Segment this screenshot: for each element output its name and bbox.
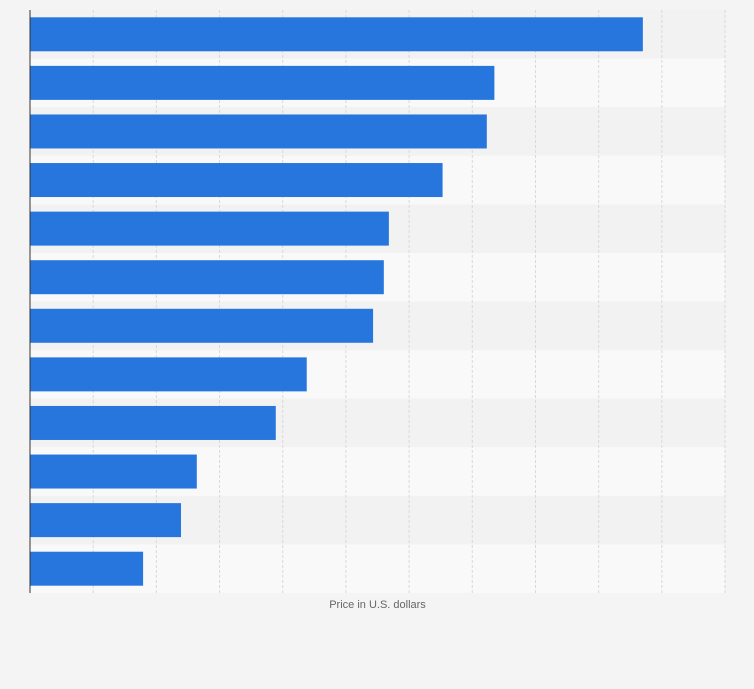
bar: [30, 114, 487, 149]
bar: [30, 65, 495, 100]
bar: [30, 163, 443, 198]
bar: [30, 211, 389, 246]
row-band: [30, 544, 725, 593]
bar: [30, 308, 374, 343]
bar: [30, 260, 384, 295]
bars: [30, 17, 643, 586]
x-axis-label: Price in U.S. dollars: [329, 599, 426, 611]
bar: [30, 503, 182, 538]
bar: [30, 454, 197, 489]
bar: [30, 17, 643, 52]
bar: [30, 357, 307, 392]
bar: [30, 405, 276, 440]
gridlines: [92, 10, 726, 593]
bar: [30, 551, 144, 586]
